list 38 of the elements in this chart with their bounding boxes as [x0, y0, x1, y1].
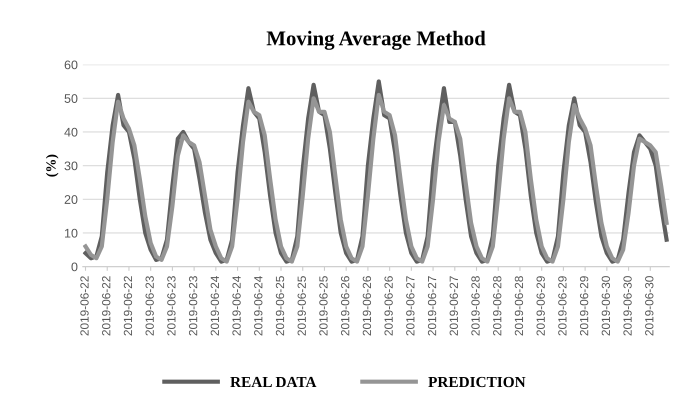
x-tick-label: 2019-06-28: [514, 276, 524, 336]
chart-title: Moving Average Method: [266, 30, 486, 50]
y-tick-label: 60: [64, 60, 78, 70]
y-tick-label: 20: [64, 195, 78, 204]
x-tick-label: 2019-06-29: [558, 276, 567, 336]
x-tick-label: 2019-06-22: [124, 276, 132, 336]
x-tick-label: 2019-06-23: [145, 276, 154, 336]
y-tick-label: 30: [64, 161, 78, 170]
y-tick-label: 10: [64, 228, 78, 238]
x-tick-label: 2019-06-23: [167, 276, 176, 336]
x-tick-label: 2019-06-30: [623, 276, 632, 336]
x-tick-label: 2019-06-27: [406, 276, 415, 336]
x-tick-label: 2019-06-22: [80, 276, 89, 336]
x-tick-label: 2019-06-23: [188, 276, 198, 336]
x-tick-label: 2019-06-28: [493, 276, 502, 336]
x-tick-label: 2019-06-27: [450, 276, 458, 336]
x-tick-label: 2019-06-26: [362, 276, 372, 336]
x-tick-label: 2019-06-26: [340, 276, 350, 336]
x-tick-label: 2019-06-24: [254, 276, 262, 336]
x-tick-label: 2019-06-24: [210, 276, 220, 336]
y-tick-label: 40: [64, 128, 78, 137]
x-tick-label: 2019-06-30: [645, 276, 654, 336]
x-tick-label: 2019-06-29: [580, 276, 588, 336]
x-tick-label: 2019-06-25: [276, 276, 284, 336]
x-tick-label: 2019-06-26: [384, 276, 393, 336]
x-tick-label: 2019-06-30: [602, 276, 610, 336]
y-tick-label: 50: [64, 94, 78, 103]
x-tick-label: 2019-06-29: [536, 276, 545, 336]
x-tick-label: 2019-06-28: [471, 276, 480, 336]
y-axis-title: (%): [46, 154, 58, 177]
y-tick-label: 0: [71, 262, 78, 272]
x-tick-label: 2019-06-25: [319, 276, 328, 336]
legend-label: PREDICTION: [428, 376, 526, 388]
x-tick-label: 2019-06-25: [298, 276, 306, 336]
legend-label: REAL DATA: [230, 376, 316, 388]
x-tick-label: 2019-06-22: [102, 276, 110, 336]
x-tick-label: 2019-06-27: [428, 276, 436, 336]
x-tick-label: 2019-06-24: [232, 276, 241, 336]
